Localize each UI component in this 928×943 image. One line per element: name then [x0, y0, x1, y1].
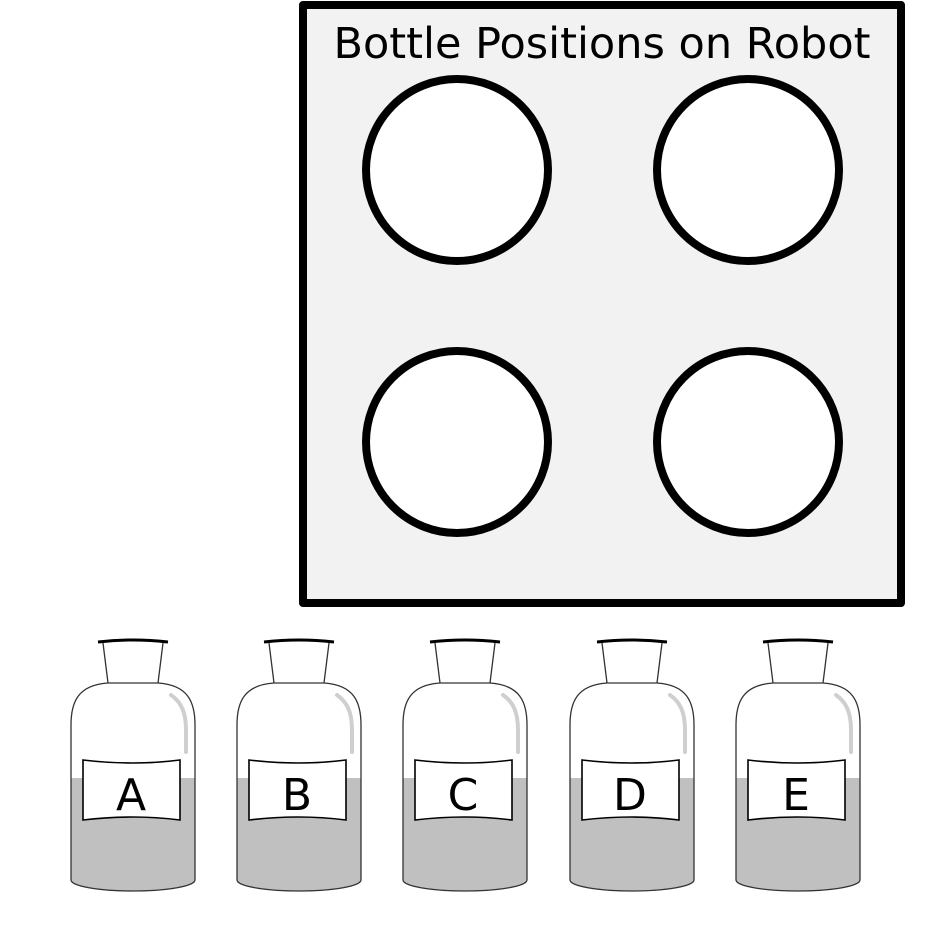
- bottle-e[interactable]: E: [733, 638, 863, 898]
- bottle-label-letter: C: [448, 770, 479, 821]
- bottle-label: [248, 759, 347, 821]
- bottle-b[interactable]: B: [234, 638, 364, 898]
- bottle-outline: [70, 682, 196, 892]
- bottle-outline: [236, 682, 362, 892]
- board-frame: [299, 1, 905, 607]
- bottle-d[interactable]: D: [567, 638, 697, 898]
- bottle-outline: [569, 682, 695, 892]
- bottle-neck: [767, 642, 829, 684]
- bottle-label-letter: E: [782, 770, 810, 821]
- bottle-lip: [429, 638, 501, 644]
- bottle-lip: [97, 638, 169, 644]
- bottle-highlight: [335, 693, 354, 754]
- bottle-highlight: [834, 693, 853, 754]
- bottle-slot-bottom-right[interactable]: [653, 347, 843, 537]
- bottle-label: [82, 759, 181, 821]
- bottle-outline: [735, 682, 861, 892]
- bottle-c[interactable]: C: [400, 638, 530, 898]
- bottle-slot-bottom-left[interactable]: [362, 347, 552, 537]
- bottle-neck: [601, 642, 663, 684]
- robot-board: Bottle Positions on Robot: [299, 1, 905, 607]
- bottle-label: [414, 759, 513, 821]
- bottle-neck: [102, 642, 164, 684]
- bottle-lip: [762, 638, 834, 644]
- bottle-highlight: [668, 693, 687, 754]
- bottle-slot-top-left[interactable]: [362, 75, 552, 265]
- bottle-outline: [402, 682, 528, 892]
- bottle-lip: [263, 638, 335, 644]
- bottle-label-letter: A: [116, 770, 146, 821]
- bottle-row: A B C D E: [68, 638, 863, 898]
- bottle-slot-top-right[interactable]: [653, 75, 843, 265]
- bottle-label: [747, 759, 846, 821]
- board-title: Bottle Positions on Robot: [333, 19, 870, 69]
- bottle-lip: [596, 638, 668, 644]
- bottle-label-letter: D: [613, 770, 647, 821]
- bottle-highlight: [169, 693, 188, 754]
- bottle-neck: [434, 642, 496, 684]
- bottle-neck: [268, 642, 330, 684]
- bottle-label: [581, 759, 680, 821]
- bottle-a[interactable]: A: [68, 638, 198, 898]
- bottle-highlight: [501, 693, 520, 754]
- bottle-label-letter: B: [282, 770, 312, 821]
